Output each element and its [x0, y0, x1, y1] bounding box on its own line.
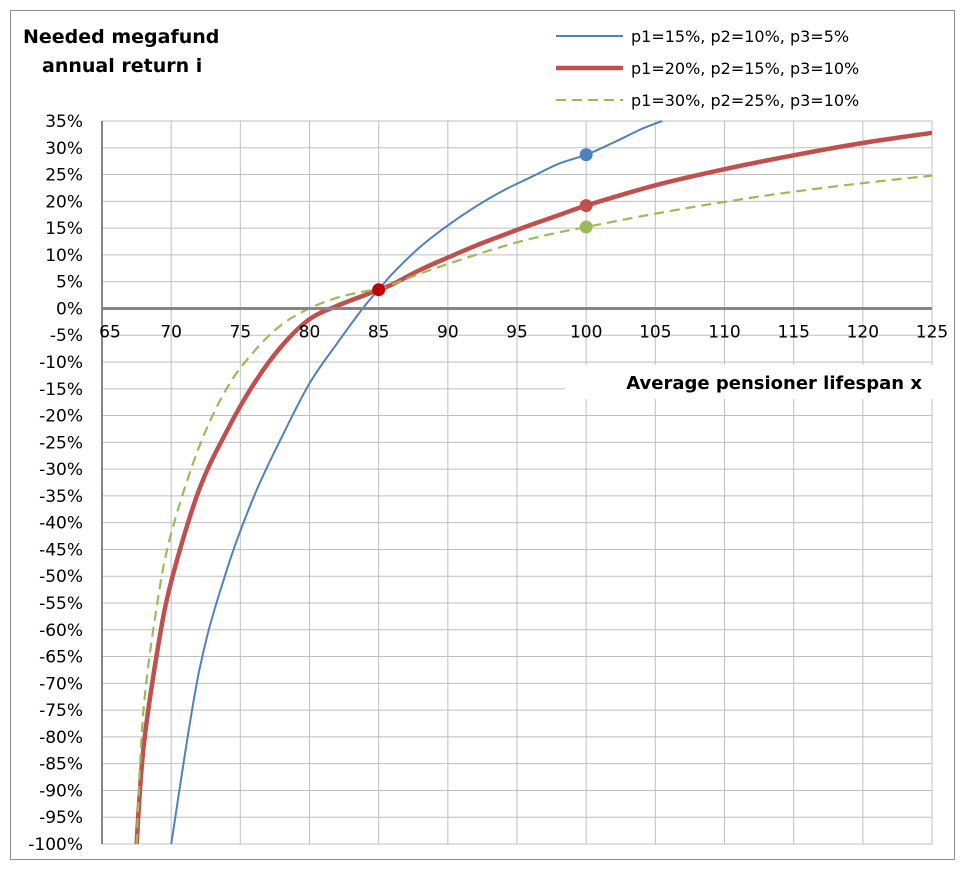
y-tick-label: -25% [39, 433, 83, 453]
x-tick-label: 70 [160, 322, 182, 342]
chart-svg: 35% 30% 25% 20% 15% 10% 5% 0% -5% -10% -15% -20% -25… [23, 21, 948, 855]
y-tick-label: -90% [39, 781, 83, 801]
ylabel-line-1: Needed megafund [23, 26, 219, 48]
y-tick-label: -80% [39, 728, 83, 748]
y-tick-label: -15% [39, 380, 83, 400]
legend-label-series-2: p1=20%, p2=15%, p3=10% [631, 59, 859, 78]
y-tick-label: -100% [28, 835, 83, 855]
y-tick-label: -20% [39, 407, 83, 427]
y-tick-label: 20% [45, 192, 83, 212]
series-layer [134, 120, 932, 844]
x-tick-label: 65 [99, 322, 121, 342]
data-point-marker [579, 220, 593, 234]
y-tick-label: 30% [45, 139, 83, 159]
axis-layer [101, 121, 932, 844]
y-tick-label: 35% [45, 112, 83, 132]
y-tick-label: -70% [39, 674, 83, 694]
series-line-1 [170, 120, 663, 844]
x-axis-label: Average pensioner lifespan x [626, 373, 922, 394]
x-tick-label: 110 [708, 322, 740, 342]
y-tick-label: -65% [39, 648, 83, 668]
x-tick-label: 85 [368, 322, 390, 342]
legend: p1=15%, p2=10%, p3=5% p1=20%, p2=15%, p3… [546, 21, 946, 113]
y-tick-label: -45% [39, 540, 83, 560]
y-tick-label: -30% [39, 460, 83, 480]
x-tick-label: 115 [777, 322, 809, 342]
x-tick-label: 125 [916, 322, 948, 342]
x-tick-label: 75 [230, 322, 252, 342]
y-tick-label: -40% [39, 514, 83, 534]
y-tick-label: -60% [39, 621, 83, 641]
data-point-marker [579, 148, 593, 162]
y-tick-label: -5% [50, 326, 83, 346]
y-tick-label: -95% [39, 808, 83, 828]
y-tick-label: 10% [45, 246, 83, 266]
y-tick-labels: 35% 30% 25% 20% 15% 10% 5% 0% -5% -10% -15% -20% -25… [28, 112, 83, 855]
x-tick-labels: 65 70 75 80 85 90 95 100 105 110 115 120 125 [99, 322, 948, 342]
x-tick-label: 95 [506, 322, 528, 342]
xlabel-background [565, 365, 933, 399]
y-tick-label: -85% [39, 755, 83, 775]
legend-label-series-1: p1=15%, p2=10%, p3=5% [631, 27, 849, 46]
legend-label-series-3: p1=30%, p2=25%, p3=10% [631, 91, 859, 110]
x-tick-label: 120 [847, 322, 879, 342]
x-tick-label: 100 [570, 322, 602, 342]
y-tick-label: -50% [39, 567, 83, 587]
y-tick-label: 15% [45, 219, 83, 239]
x-tick-label: 90 [437, 322, 459, 342]
data-point-marker [579, 199, 593, 213]
ylabel-line-2: annual return i [42, 55, 202, 77]
y-tick-label: 0% [56, 299, 83, 319]
y-tick-label: -75% [39, 701, 83, 721]
marker-layer [372, 148, 593, 297]
data-point-marker [372, 283, 386, 297]
x-tick-label: 105 [639, 322, 671, 342]
series-line-3 [135, 174, 932, 844]
series-line-2 [134, 130, 932, 844]
x-tick-label: 80 [299, 322, 321, 342]
y-tick-label: 5% [56, 273, 83, 293]
y-tick-label: -10% [39, 353, 83, 373]
y-tick-label: -35% [39, 487, 83, 507]
y-tick-label: -55% [39, 594, 83, 614]
y-tick-label: 25% [45, 166, 83, 186]
chart-frame: 35% 30% 25% 20% 15% 10% 5% 0% -5% -10% -15% -20% -25… [10, 10, 955, 860]
